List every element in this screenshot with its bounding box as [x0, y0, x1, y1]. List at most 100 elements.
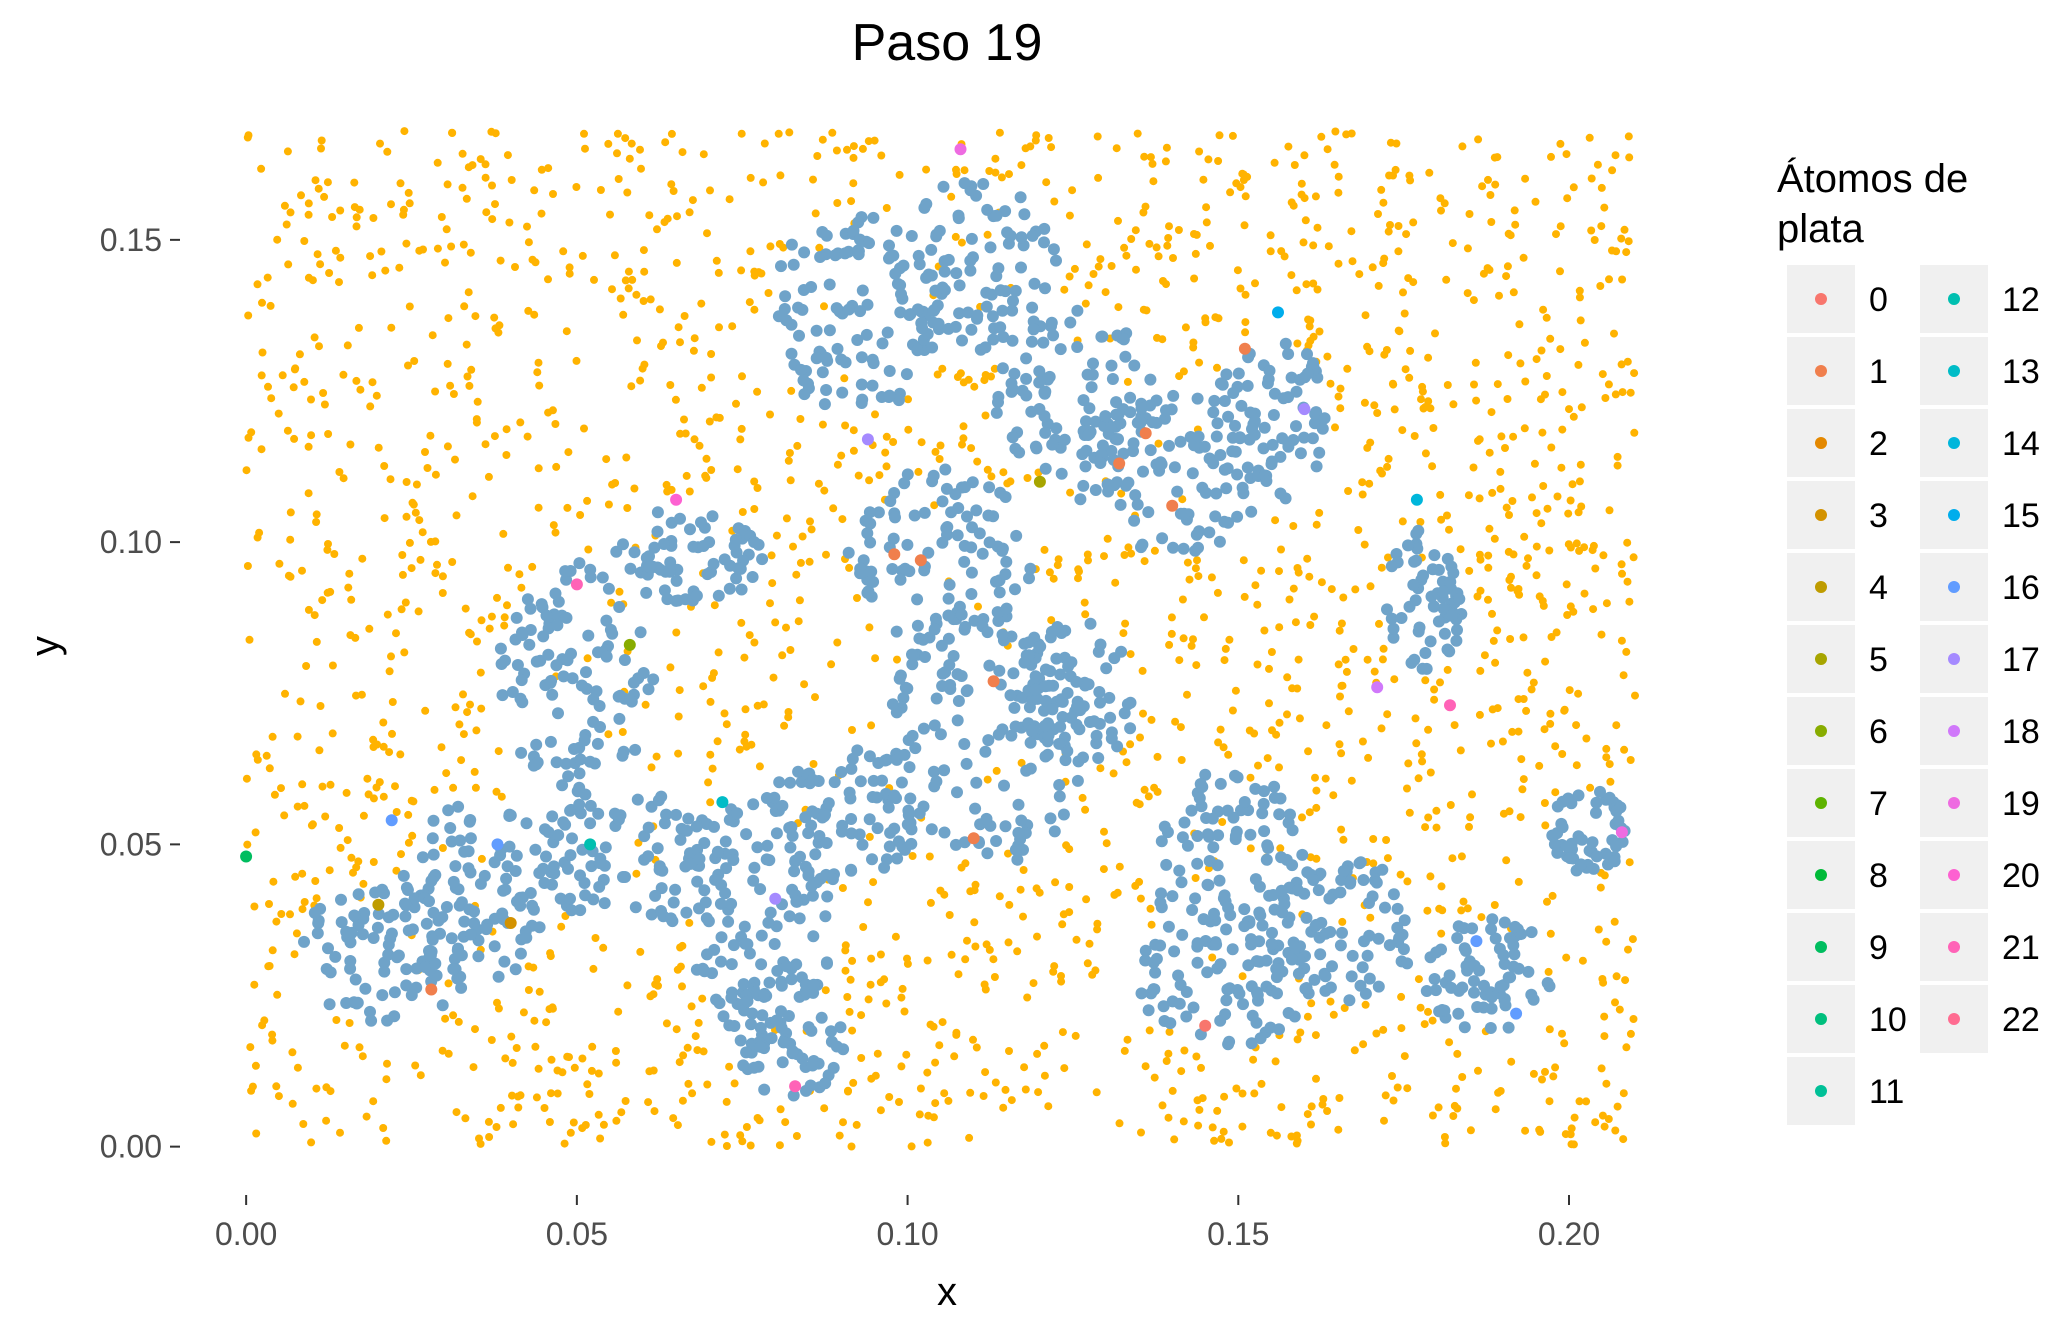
- substrate-point: [1398, 426, 1407, 435]
- substrate-point: [737, 424, 746, 433]
- substrate-point: [487, 127, 496, 136]
- substrate-point: [242, 774, 251, 783]
- cluster-point: [807, 773, 819, 786]
- substrate-point: [421, 448, 429, 456]
- substrate-point: [459, 240, 468, 249]
- substrate-point: [1303, 554, 1312, 563]
- substrate-point: [1562, 580, 1571, 589]
- legend-key-dot: [1948, 365, 1960, 377]
- substrate-point: [1406, 346, 1415, 355]
- substrate-point: [272, 917, 281, 926]
- substrate-point: [655, 305, 664, 314]
- substrate-point: [1082, 240, 1091, 249]
- substrate-point: [368, 271, 377, 280]
- cluster-point: [1172, 969, 1185, 982]
- cluster-point: [1185, 804, 1198, 817]
- substrate-point: [1146, 153, 1155, 162]
- substrate-point: [1347, 129, 1356, 138]
- substrate-point: [401, 598, 410, 607]
- cluster-point: [1214, 777, 1227, 790]
- cluster-point: [584, 817, 597, 830]
- cluster-point: [1164, 1017, 1177, 1030]
- substrate-point: [1183, 558, 1192, 567]
- substrate-point: [339, 474, 348, 483]
- substrate-point: [1150, 783, 1159, 792]
- substrate-point: [1404, 759, 1413, 768]
- substrate-point: [1216, 725, 1225, 734]
- cluster-point: [830, 302, 843, 315]
- cluster-point: [645, 908, 658, 921]
- substrate-point: [1396, 870, 1405, 879]
- substrate-point: [1232, 1084, 1241, 1093]
- substrate-point: [1484, 563, 1493, 572]
- cluster-point: [436, 999, 449, 1012]
- substrate-point: [369, 1097, 378, 1106]
- legend-key-dot: [1948, 1013, 1960, 1025]
- y-tick-label: 0.00: [100, 1129, 162, 1165]
- cluster-point: [740, 828, 753, 841]
- cluster-point: [927, 469, 940, 482]
- substrate-point: [846, 975, 855, 984]
- substrate-point: [1612, 247, 1621, 256]
- substrate-point: [1388, 1072, 1396, 1080]
- substrate-point: [385, 748, 394, 757]
- cluster-point: [1039, 385, 1052, 398]
- substrate-point: [1334, 259, 1343, 268]
- substrate-point: [1575, 286, 1584, 295]
- substrate-point: [627, 382, 636, 391]
- cluster-point: [984, 241, 997, 254]
- substrate-point: [356, 385, 365, 394]
- substrate-point: [1245, 726, 1254, 735]
- cluster-point: [770, 1014, 783, 1027]
- substrate-point: [1233, 266, 1242, 275]
- substrate-point: [1339, 835, 1348, 844]
- substrate-point: [768, 579, 777, 588]
- cluster-point: [1430, 946, 1443, 959]
- substrate-point: [1082, 895, 1091, 904]
- substrate-point: [838, 884, 847, 892]
- substrate-point: [564, 448, 573, 457]
- substrate-point: [1254, 761, 1262, 770]
- cluster-point: [1451, 624, 1463, 636]
- substrate-point: [1050, 962, 1059, 971]
- atom-point: [789, 1080, 802, 1093]
- cluster-point: [658, 817, 671, 830]
- substrate-point: [524, 986, 533, 994]
- substrate-point: [864, 137, 873, 146]
- substrate-point: [281, 689, 289, 698]
- cluster-point: [1105, 732, 1118, 745]
- substrate-point: [1457, 906, 1466, 915]
- substrate-point: [335, 468, 344, 476]
- substrate-point: [1484, 175, 1492, 184]
- substrate-point: [1351, 585, 1360, 594]
- substrate-point: [584, 545, 593, 554]
- cluster-point: [498, 955, 511, 968]
- substrate-point: [1411, 714, 1420, 723]
- cluster-point: [952, 212, 965, 225]
- substrate-point: [323, 545, 332, 554]
- cluster-point: [1356, 961, 1369, 974]
- substrate-point: [985, 945, 994, 954]
- substrate-point: [547, 1055, 556, 1064]
- substrate-point: [244, 311, 253, 320]
- substrate-point: [882, 204, 891, 212]
- substrate-point: [431, 387, 440, 396]
- cluster-point: [653, 863, 666, 876]
- substrate-point: [1629, 553, 1638, 562]
- substrate-point: [822, 550, 830, 559]
- substrate-point: [1600, 871, 1609, 880]
- substrate-point: [1021, 1085, 1030, 1094]
- substrate-point: [433, 158, 442, 167]
- substrate-point: [286, 508, 295, 517]
- legend-label: 19: [2002, 785, 2040, 823]
- substrate-point: [1021, 144, 1030, 153]
- substrate-point: [1576, 316, 1585, 325]
- substrate-point: [1040, 545, 1049, 554]
- cluster-point: [827, 1061, 840, 1074]
- cluster-point: [823, 324, 836, 337]
- substrate-point: [583, 496, 592, 505]
- cluster-point: [1257, 442, 1270, 455]
- substrate-point: [742, 1123, 751, 1131]
- substrate-point: [1033, 1049, 1042, 1058]
